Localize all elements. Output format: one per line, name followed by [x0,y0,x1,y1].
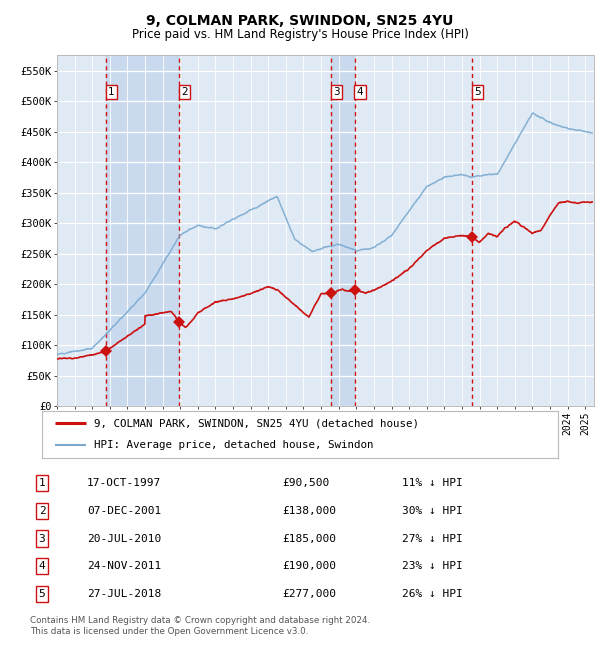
Text: £185,000: £185,000 [282,534,336,543]
Text: 1: 1 [108,87,115,97]
Text: £90,500: £90,500 [282,478,329,488]
Text: 24-NOV-2011: 24-NOV-2011 [87,561,161,571]
Text: 5: 5 [474,87,481,97]
Text: Contains HM Land Registry data © Crown copyright and database right 2024.
This d: Contains HM Land Registry data © Crown c… [30,616,370,636]
Text: Price paid vs. HM Land Registry's House Price Index (HPI): Price paid vs. HM Land Registry's House … [131,28,469,41]
Bar [106,55,179,406]
Text: 9, COLMAN PARK, SWINDON, SN25 4YU: 9, COLMAN PARK, SWINDON, SN25 4YU [146,14,454,29]
Text: 2: 2 [181,87,188,97]
Text: 11% ↓ HPI: 11% ↓ HPI [402,478,463,488]
Bar [331,55,355,406]
Text: 27% ↓ HPI: 27% ↓ HPI [402,534,463,543]
Text: 4: 4 [38,561,46,571]
Text: 07-DEC-2001: 07-DEC-2001 [87,506,161,516]
Text: 3: 3 [333,87,340,97]
Text: £190,000: £190,000 [282,561,336,571]
Text: 30% ↓ HPI: 30% ↓ HPI [402,506,463,516]
Text: 17-OCT-1997: 17-OCT-1997 [87,478,161,488]
Text: 5: 5 [38,589,46,599]
Text: 3: 3 [38,534,46,543]
Text: 9, COLMAN PARK, SWINDON, SN25 4YU (detached house): 9, COLMAN PARK, SWINDON, SN25 4YU (detac… [94,419,419,428]
Text: 26% ↓ HPI: 26% ↓ HPI [402,589,463,599]
Text: 4: 4 [356,87,363,97]
Text: 1: 1 [38,478,46,488]
Text: HPI: Average price, detached house, Swindon: HPI: Average price, detached house, Swin… [94,440,373,450]
Text: 23% ↓ HPI: 23% ↓ HPI [402,561,463,571]
Text: 20-JUL-2010: 20-JUL-2010 [87,534,161,543]
Text: £138,000: £138,000 [282,506,336,516]
Text: £277,000: £277,000 [282,589,336,599]
Text: 27-JUL-2018: 27-JUL-2018 [87,589,161,599]
Text: 2: 2 [38,506,46,516]
